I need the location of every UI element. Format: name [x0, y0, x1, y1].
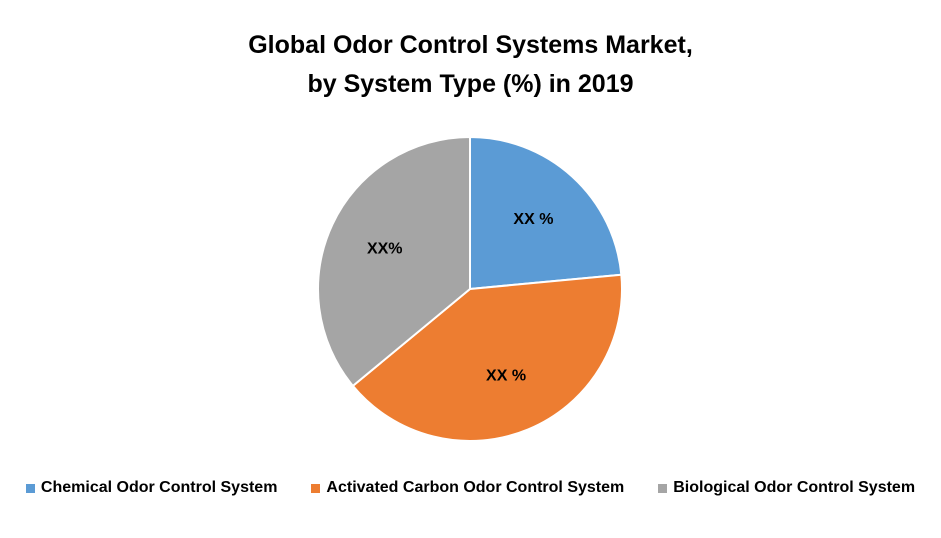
- data-label-chemical: XX %: [513, 211, 553, 228]
- pie-slice-activated-carbon: [351, 273, 623, 442]
- pie-slice-chemical: [469, 136, 623, 290]
- legend-label-chemical: Chemical Odor Control System: [40, 479, 278, 496]
- chart-title-line-2: by System Type (%) in 2019: [307, 70, 634, 98]
- legend: Chemical Odor Control System Activated C…: [0, 479, 941, 497]
- pie-slice-biological: [317, 136, 471, 387]
- data-label-activated-carbon: XX %: [486, 368, 526, 385]
- legend-item-biological: Biological Odor Control System: [658, 479, 915, 497]
- legend-swatch-chemical: [25, 483, 35, 493]
- chart-title-line-1: Global Odor Control Systems Market,: [248, 31, 693, 59]
- legend-label-activated-carbon: Activated Carbon Odor Control System: [326, 479, 625, 496]
- legend-item-activated-carbon: Activated Carbon Odor Control System: [311, 479, 624, 497]
- data-label-biological: XX%: [367, 240, 403, 257]
- legend-swatch-biological: [658, 483, 668, 493]
- legend-item-chemical: Chemical Odor Control System: [25, 479, 278, 497]
- legend-swatch-activated-carbon: [311, 483, 321, 493]
- legend-label-biological: Biological Odor Control System: [673, 479, 916, 496]
- chart-title: Global Odor Control Systems Market, by S…: [0, 26, 941, 104]
